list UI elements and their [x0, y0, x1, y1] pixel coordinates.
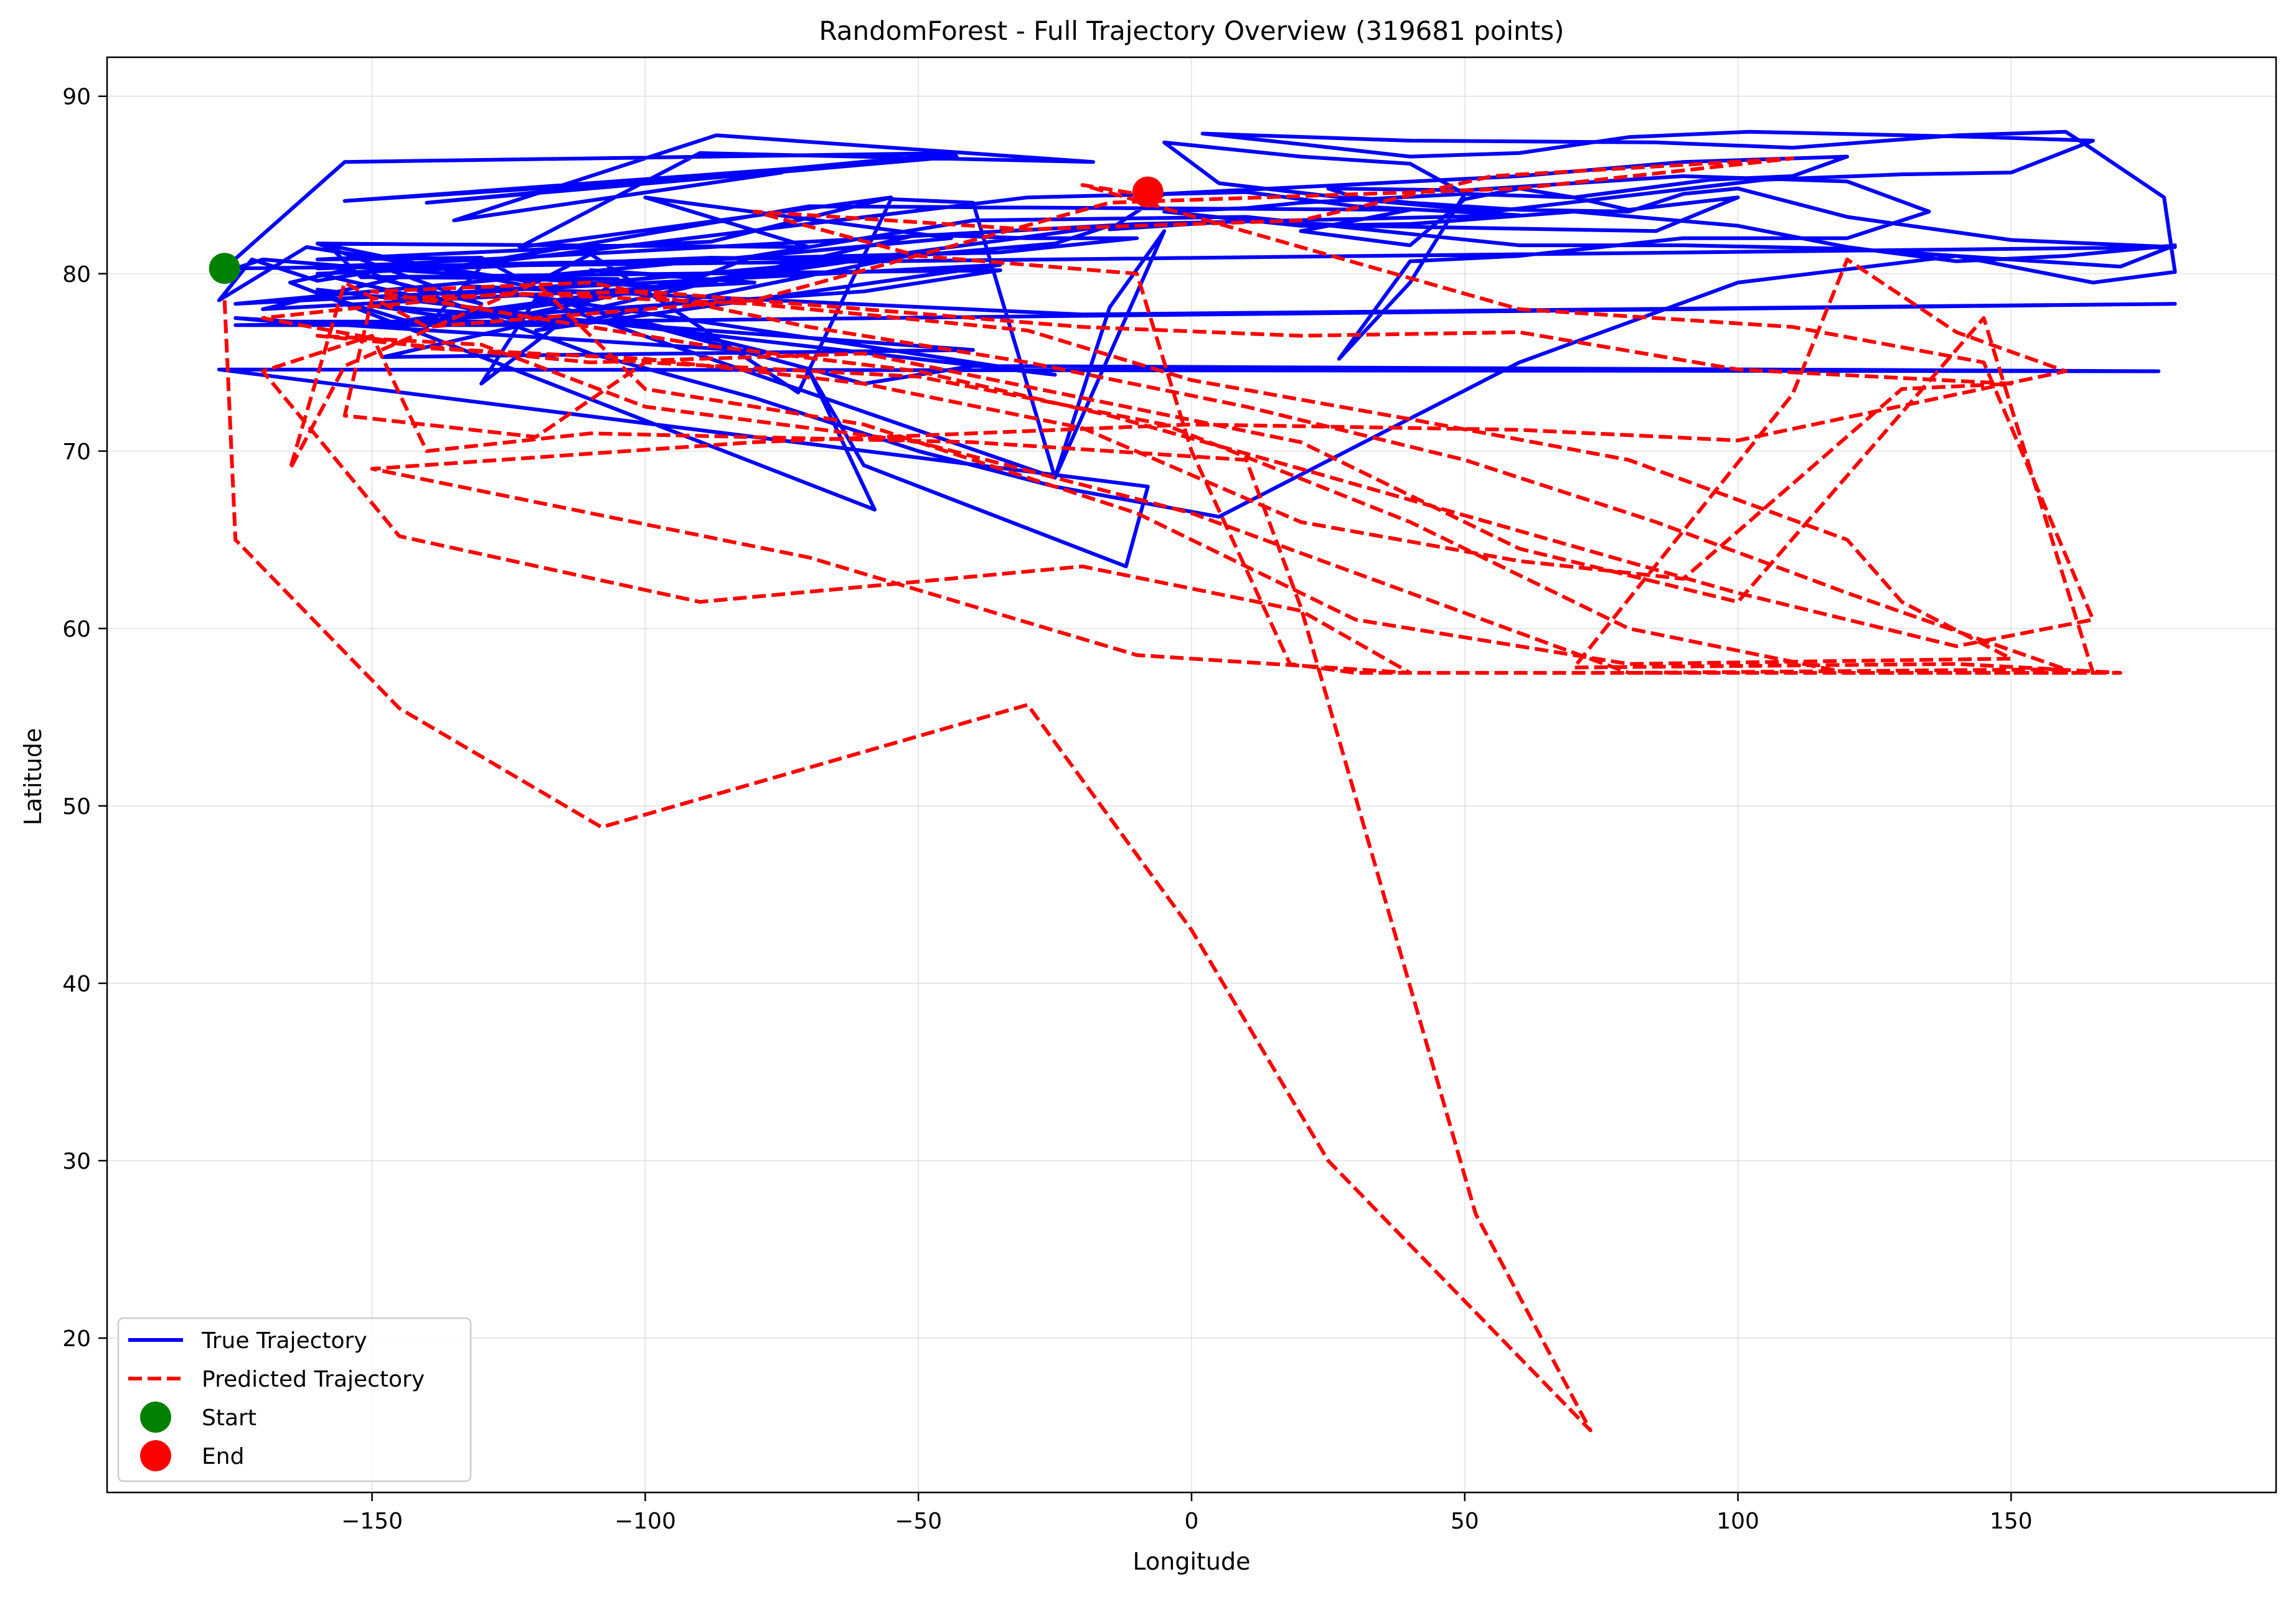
legend: True Trajectory Predicted Trajectory Start… — [117, 1317, 472, 1482]
legend-label: Start — [202, 1405, 256, 1431]
x-axis-label: Longitude — [1133, 1548, 1251, 1575]
x-tick-label: −50 — [895, 1509, 942, 1534]
y-tick-label: 60 — [62, 617, 91, 642]
x-tick-label: 100 — [1716, 1509, 1759, 1534]
legend-box — [117, 1317, 472, 1482]
axis-ticks: −150 −100 −50 0 50 100 150 20 30 40 50 60 70 80 90 — [62, 85, 2033, 1534]
y-tick-label: 80 — [62, 262, 91, 288]
y-tick-label: 50 — [62, 794, 91, 820]
chart-title: RandomForest - Full Trajectory Overview … — [819, 16, 1564, 46]
y-tick-label: 30 — [62, 1149, 91, 1174]
legend-label: True Trajectory — [201, 1328, 367, 1354]
x-tick-label: 150 — [1990, 1509, 2033, 1534]
legend-end-swatch — [140, 1440, 171, 1471]
start-marker — [209, 253, 240, 284]
y-tick-label: 20 — [62, 1326, 91, 1352]
predicted-trajectory-line — [222, 156, 2122, 1433]
x-tick-label: 0 — [1185, 1509, 1199, 1534]
y-tick-label: 40 — [62, 972, 91, 997]
x-tick-label: −150 — [341, 1509, 403, 1534]
true-trajectory-line — [217, 129, 2177, 569]
marker-layer — [209, 176, 1164, 284]
legend-start-swatch — [140, 1402, 171, 1433]
x-tick-label: 50 — [1451, 1509, 1479, 1534]
legend-label: Predicted Trajectory — [202, 1367, 425, 1392]
series-layer — [217, 129, 2177, 1433]
end-marker — [1132, 176, 1164, 208]
y-tick-label: 70 — [62, 439, 91, 465]
y-axis-label: Latitude — [19, 728, 47, 825]
y-tick-label: 90 — [62, 85, 91, 110]
legend-label: End — [202, 1444, 244, 1469]
x-tick-label: −100 — [614, 1509, 676, 1534]
